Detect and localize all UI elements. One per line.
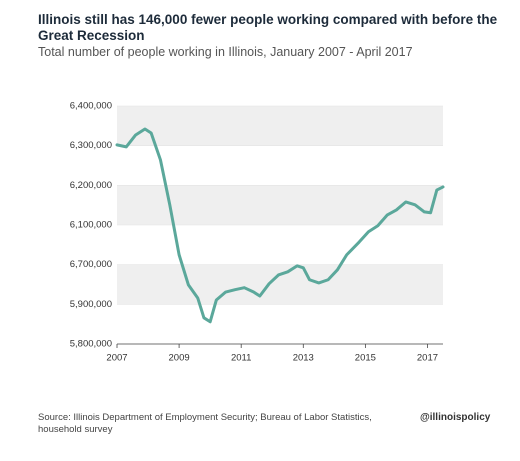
x-tick-label: 2009	[169, 353, 190, 364]
y-tick-label: 6,100,000	[70, 220, 112, 231]
x-tick-label: 2017	[417, 353, 438, 364]
x-tick-label: 2011	[231, 353, 251, 364]
x-tick-label: 2015	[355, 353, 376, 364]
y-tick-label: 6,700,000	[70, 259, 112, 270]
grid-band	[117, 106, 443, 146]
chart-subtitle: Total number of people working in Illino…	[38, 45, 413, 59]
y-tick-label: 5,900,000	[70, 299, 112, 310]
grid-band	[117, 264, 443, 305]
x-tick-label: 2013	[293, 353, 314, 364]
y-tick-label: 5,800,000	[70, 339, 112, 350]
y-tick-label: 6,200,000	[70, 180, 112, 191]
handle: @illinoispolicy	[420, 412, 491, 423]
data-line	[115, 127, 445, 324]
x-tick-label: 2007	[106, 353, 127, 364]
chart-title: Illinois still has 146,000 fewer people …	[38, 12, 498, 43]
y-tick-label: 6,300,000	[70, 140, 112, 151]
y-tick-label: 6,400,000	[70, 101, 112, 112]
source-note: Source: Illinois Department of Employmen…	[38, 412, 372, 435]
